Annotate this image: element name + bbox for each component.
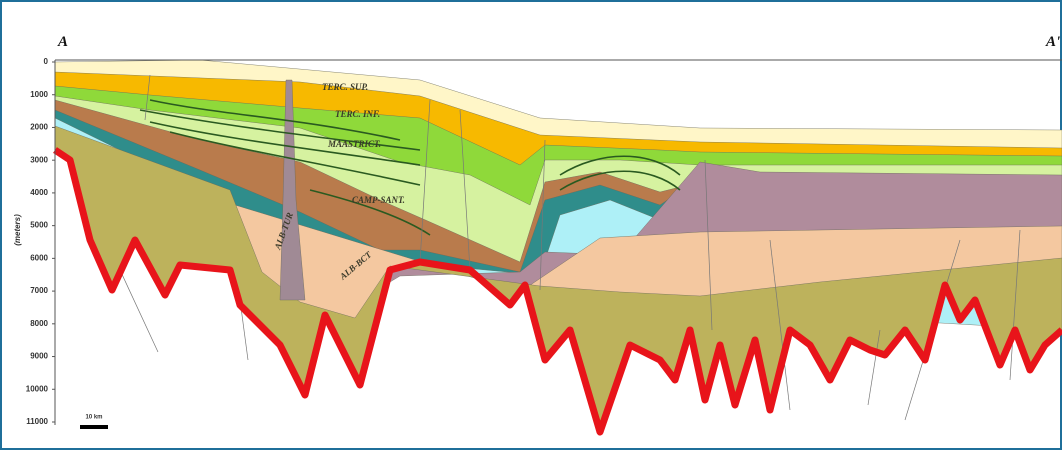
basement-line — [53, 147, 1062, 436]
layer-label: TERC. SUP. — [322, 82, 368, 92]
axis-label: (meters) — [13, 214, 22, 246]
tick-label: 5000 — [30, 221, 48, 230]
layer-label: CAMP-SANT. — [352, 195, 405, 205]
tick-label: 4000 — [30, 188, 48, 197]
tick-label: 10000 — [26, 384, 49, 393]
depth-ticks: 0 1000 2000 3000 4000 5000 6000 7000 8000 9000 100… — [26, 57, 55, 426]
scale-bar — [80, 425, 108, 429]
tick-label: 2000 — [30, 123, 48, 132]
tick-label: 1000 — [30, 90, 48, 99]
salt-diapir — [279, 79, 306, 301]
tick-label: 9000 — [30, 352, 48, 361]
tick-label: 11000 — [26, 417, 48, 426]
tick-label: 6000 — [30, 253, 48, 262]
faults — [119, 74, 1021, 421]
tick-label: 3000 — [30, 155, 48, 164]
tick-label: 0 — [44, 57, 49, 66]
end-label: A' — [1045, 34, 1060, 50]
layers — [54, 59, 1062, 433]
start-label: A — [57, 34, 68, 50]
horizons — [139, 99, 681, 236]
scale-label: 10 km — [85, 415, 102, 421]
layer-label: TERC. INF. — [335, 109, 380, 119]
tick-label: 7000 — [30, 286, 48, 295]
tick-label: 8000 — [30, 319, 48, 328]
layer-label: MAASTRICT. — [327, 139, 381, 149]
